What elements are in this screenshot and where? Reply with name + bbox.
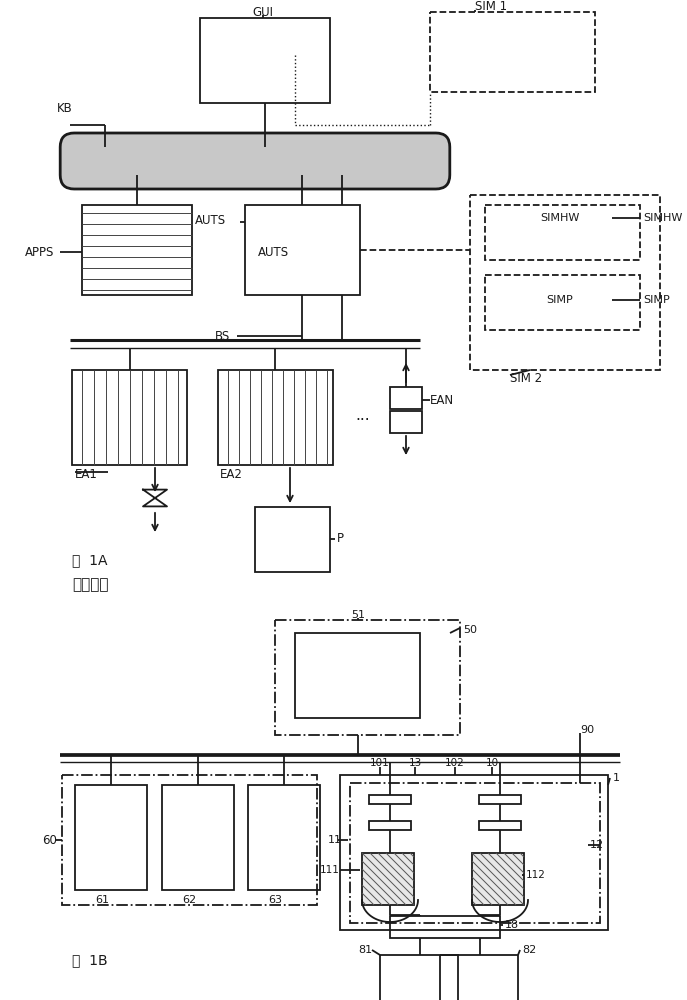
Text: GUI: GUI [253,5,273,18]
Bar [295,633,420,718]
Text: 62: 62 [182,895,196,905]
FancyBboxPatch shape [60,133,450,189]
Text: 90: 90 [580,725,594,735]
Text: EA2: EA2 [220,468,243,482]
Text: ...: ... [355,408,370,422]
Bar [472,853,524,905]
Text: 图  1B: 图 1B [72,953,108,967]
Bar [72,370,187,465]
Bar [248,785,320,890]
Text: 18: 18 [505,920,519,930]
Bar [162,785,234,890]
Bar [75,785,147,890]
Text: BS: BS [215,330,230,342]
Text: 81: 81 [358,945,372,955]
Text: 63: 63 [268,895,282,905]
Text: 图  1A: 图 1A [72,553,107,567]
Text: EAN: EAN [430,393,454,406]
Bar [430,12,595,92]
Bar [255,507,330,572]
Text: 50: 50 [463,625,477,635]
Bar [390,916,500,938]
Bar [390,411,422,433]
Text: P: P [337,532,344,546]
Text: AUTS: AUTS [195,214,226,227]
Bar [485,275,640,330]
Bar [350,783,600,923]
Bar [62,775,317,905]
Bar [479,795,521,804]
Bar [340,775,608,930]
Bar [200,18,330,103]
Bar [440,955,518,1000]
Text: SIM 1: SIM 1 [475,0,507,13]
Text: SIM 2: SIM 2 [510,371,542,384]
Text: EA1: EA1 [75,468,98,482]
Text: 12: 12 [590,840,604,850]
Text: 112: 112 [526,870,546,880]
Bar [218,370,333,465]
Text: 现有技术: 现有技术 [72,578,109,592]
Text: SIMHW: SIMHW [643,213,682,223]
Bar [362,853,414,905]
Bar [380,955,458,1000]
Text: SIMHW: SIMHW [540,213,580,223]
Text: 61: 61 [95,895,109,905]
Text: SIMP: SIMP [547,295,574,305]
Text: 1: 1 [613,773,620,783]
Bar [369,821,411,830]
Text: 51: 51 [351,610,365,620]
Text: 101: 101 [370,758,390,768]
Text: APPS: APPS [25,245,54,258]
Bar [390,387,422,409]
Text: 82: 82 [522,945,537,955]
Text: SIMP: SIMP [643,295,670,305]
Text: 111: 111 [320,865,340,875]
Bar [245,205,360,295]
Bar [485,205,640,260]
Text: 60: 60 [42,834,57,846]
Bar [369,795,411,804]
Text: AUTS: AUTS [258,245,289,258]
Text: 102: 102 [445,758,465,768]
Text: 11: 11 [328,835,342,845]
Bar [470,195,660,370]
Text: 10: 10 [486,758,499,768]
Text: KB: KB [57,102,73,114]
Bar [82,205,192,295]
Bar [275,620,460,735]
Text: 13: 13 [408,758,422,768]
Bar [479,821,521,830]
